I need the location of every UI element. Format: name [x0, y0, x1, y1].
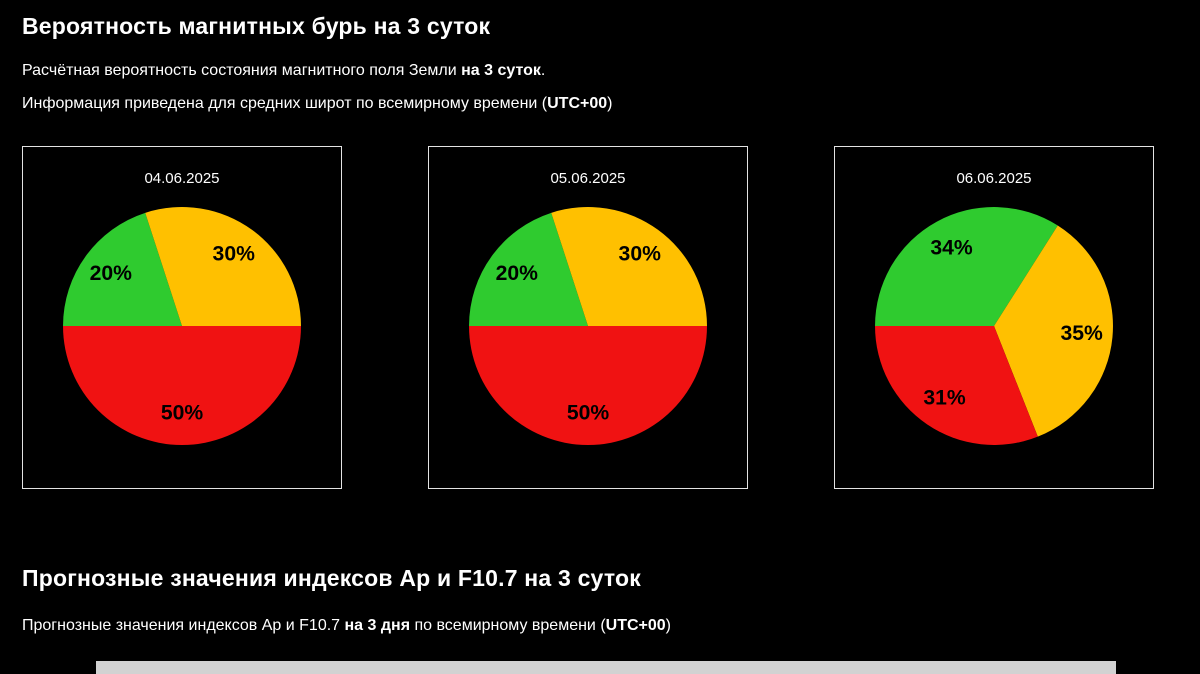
pie-chart: 20% 30% 50% [63, 207, 301, 445]
pie-slice-green [875, 207, 1058, 326]
forecast-description: Прогнозные значения индексов Ap и F10.7 … [22, 617, 671, 634]
table-top-partial [96, 661, 1116, 674]
pie-slice-label: 30% [619, 242, 662, 265]
pie-slice-label: 20% [496, 262, 539, 285]
pie-slice-red [469, 326, 707, 445]
pie-slice-yellow [551, 207, 707, 326]
pie-slice-green [63, 212, 183, 326]
pie-slice-label: 20% [90, 262, 133, 285]
description-line-1: Расчётная вероятность состояния магнитно… [22, 62, 546, 79]
pie-chart-date: 06.06.2025 [956, 170, 1032, 187]
pie-chart: 34% 35% 31% [875, 207, 1113, 445]
pie-chart-card: 04.06.2025 20% 30% 50% [22, 146, 342, 489]
pie-slice-label: 35% [1060, 322, 1103, 345]
pie-slice-label: 31% [923, 386, 966, 409]
pie-chart-card: 06.06.2025 34% 35% 31% [834, 146, 1154, 489]
pie-slice-label: 50% [161, 402, 204, 425]
pie-slice-label: 34% [930, 236, 973, 259]
pie-chart-date: 05.06.2025 [550, 170, 626, 187]
pie-charts-row: 04.06.2025 20% 30% 50% 05.06.2025 20% 30% 50% 06… [22, 146, 1178, 489]
pie-slice-red [875, 326, 1038, 445]
pie-slice-label: 30% [213, 242, 256, 265]
section-title-forecast: Прогнозные значения индексов Ap и F10.7 … [22, 565, 641, 591]
pie-slice-red [63, 326, 301, 445]
pie-chart-date: 04.06.2025 [144, 170, 220, 187]
pie-slice-green [469, 212, 588, 326]
pie-chart: 20% 30% 50% [469, 207, 707, 445]
page-title: Вероятность магнитных бурь на 3 суток [22, 13, 491, 39]
pie-chart-card: 05.06.2025 20% 30% 50% [428, 146, 748, 489]
page: Вероятность магнитных бурь на 3 суток Ра… [22, 13, 1178, 634]
pie-slice-yellow [994, 225, 1113, 437]
pie-slice-label: 50% [567, 402, 610, 425]
description-line-2: Информация приведена для средних широт п… [22, 95, 613, 112]
pie-slice-yellow [145, 207, 301, 326]
